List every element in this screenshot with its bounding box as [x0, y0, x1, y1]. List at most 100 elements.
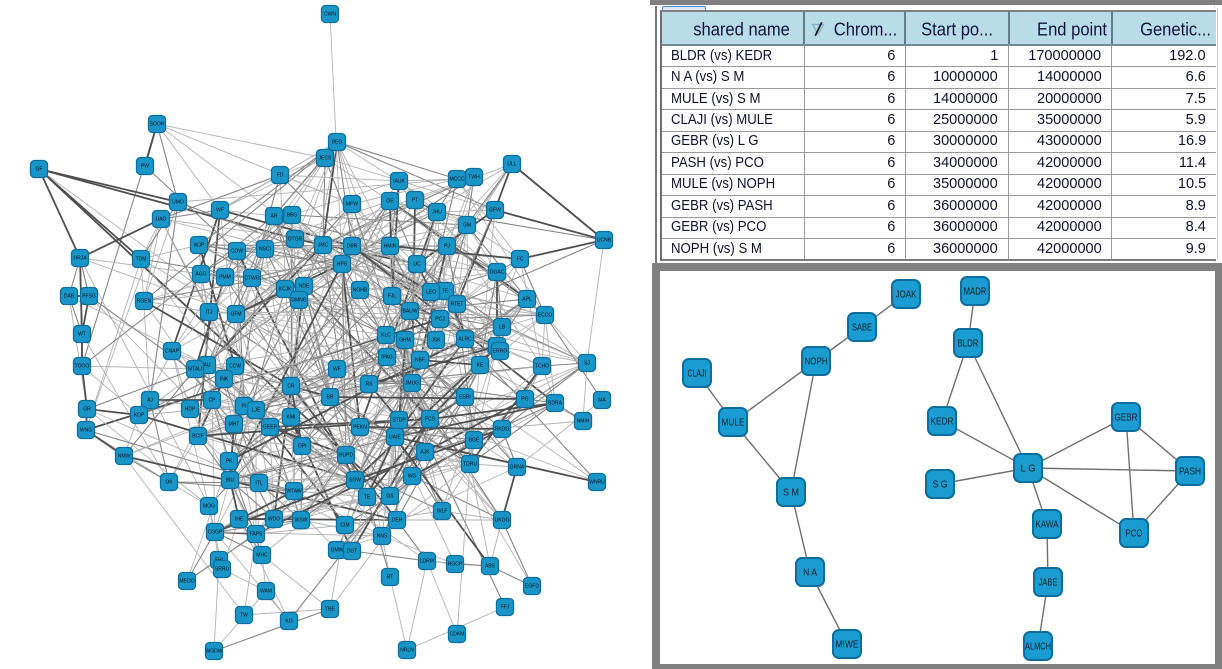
- svg-text:PCJ: PCJ: [435, 317, 445, 323]
- svg-text:ALMCH: ALMCH: [1025, 642, 1051, 653]
- svg-text:MCCC: MCCC: [450, 177, 465, 183]
- svg-text:MTAU: MTAU: [188, 367, 202, 373]
- svg-text:UAIE: UAIE: [389, 435, 401, 441]
- svg-text:OK: OK: [165, 480, 173, 486]
- svg-text:CP: CP: [209, 398, 217, 404]
- svg-text:MHC: MHC: [256, 553, 268, 559]
- svg-text:BLDR: BLDR: [958, 339, 979, 350]
- svg-text:IPAG: IPAG: [381, 355, 393, 361]
- svg-text:RKDG: RKDG: [495, 427, 510, 433]
- svg-text:IAUK: IAUK: [393, 179, 405, 185]
- svg-text:BAUW: BAUW: [403, 309, 418, 315]
- svg-text:RT: RT: [387, 575, 394, 581]
- svg-text:NRLN: NRLN: [400, 648, 414, 654]
- svg-text:MEOO: MEOO: [179, 579, 194, 585]
- svg-text:BCIF: BCIF: [192, 434, 203, 440]
- svg-text:FD: FD: [277, 173, 284, 179]
- svg-text:FC: FC: [517, 257, 524, 263]
- svg-text:SGW: SGW: [349, 478, 361, 484]
- svg-text:AR: AR: [271, 214, 278, 220]
- svg-text:BBG: BBG: [287, 213, 298, 219]
- svg-text:MFW: MFW: [346, 202, 358, 208]
- svg-text:WDO: WDO: [268, 517, 280, 523]
- svg-text:RGEN: RGEN: [137, 299, 152, 305]
- svg-text:MOG: MOG: [203, 504, 215, 510]
- svg-text:S G: S G: [933, 480, 948, 491]
- svg-text:PASH: PASH: [1179, 467, 1201, 478]
- svg-text:PJ: PJ: [444, 244, 450, 250]
- svg-text:JABE: JABE: [1039, 578, 1058, 589]
- svg-text:CCW: CCW: [229, 364, 241, 370]
- svg-text:PFSG: PFSG: [82, 294, 96, 300]
- svg-text:BR: BR: [327, 395, 334, 401]
- svg-text:AU: AU: [204, 363, 211, 369]
- svg-text:WAM: WAM: [260, 589, 272, 595]
- svg-text:GGAC: GGAC: [490, 270, 505, 276]
- svg-text:RGCP: RGCP: [448, 562, 463, 568]
- svg-text:CIM: CIM: [340, 523, 349, 529]
- svg-text:MA: MA: [598, 398, 606, 404]
- svg-text:WJP: WJP: [194, 243, 205, 249]
- svg-text:ERRO: ERRO: [493, 349, 508, 355]
- svg-text:SDRA: SDRA: [548, 401, 563, 407]
- svg-text:UCNB: UCNB: [597, 238, 612, 244]
- svg-text:FFJ: FFJ: [501, 605, 510, 611]
- svg-text:UC: UC: [413, 262, 421, 268]
- svg-text:TDRU: TDRU: [463, 462, 477, 468]
- svg-text:FCS: FCS: [425, 417, 436, 423]
- svg-text:MADR: MADR: [964, 287, 987, 298]
- svg-text:TOOO: TOOO: [75, 364, 90, 370]
- svg-text:PG: PG: [521, 397, 528, 403]
- svg-text:OPI: OPI: [298, 444, 307, 450]
- svg-text:GFM: GFM: [230, 312, 241, 318]
- svg-text:JMC: JMC: [318, 243, 329, 249]
- svg-text:GR: GR: [83, 407, 91, 413]
- svg-text:COW: COW: [231, 249, 244, 255]
- svg-text:SOOR: SOOR: [150, 122, 165, 128]
- svg-text:WNRU: WNRU: [589, 480, 605, 486]
- svg-text:PW: PW: [141, 164, 149, 170]
- svg-text:OE: OE: [386, 199, 394, 205]
- svg-text:STDP: STDP: [392, 418, 406, 424]
- svg-text:APL: APL: [522, 297, 532, 303]
- svg-text:IHE: IHE: [235, 517, 244, 523]
- svg-text:PI: PI: [242, 404, 247, 410]
- svg-text:CNAP: CNAP: [165, 349, 180, 355]
- svg-text:ECCO: ECCO: [538, 313, 553, 319]
- svg-text:JECS: JECS: [319, 156, 332, 162]
- svg-text:UKGG: UKGG: [495, 518, 510, 524]
- svg-text:AJ: AJ: [147, 398, 153, 404]
- svg-text:WT: WT: [78, 332, 86, 338]
- svg-text:JMUG: JMUG: [405, 381, 419, 387]
- svg-text:DMNG: DMNG: [291, 298, 306, 304]
- svg-text:GEEP: GEEP: [263, 425, 278, 431]
- svg-text:S M: S M: [783, 488, 799, 499]
- svg-text:OTGR: OTGR: [288, 237, 303, 243]
- svg-text:NOHB: NOHB: [353, 288, 368, 294]
- svg-text:GFW: GFW: [489, 208, 501, 214]
- svg-text:EGFD: EGFD: [525, 584, 539, 590]
- svg-text:KOP: KOP: [134, 413, 145, 419]
- svg-text:GF: GF: [36, 167, 43, 173]
- svg-text:NNS: NNS: [377, 534, 388, 540]
- svg-text:WTAW: WTAW: [286, 489, 302, 495]
- svg-text:SABE: SABE: [852, 323, 872, 334]
- svg-text:JOAK: JOAK: [896, 290, 917, 301]
- svg-text:PEKN: PEKN: [353, 425, 367, 431]
- svg-text:WSW: WSW: [295, 518, 308, 524]
- svg-text:KLC: KLC: [381, 333, 391, 339]
- svg-text:ULL: ULL: [507, 162, 516, 168]
- svg-text:DGT: DGT: [347, 549, 358, 555]
- svg-text:AJK: AJK: [420, 450, 430, 456]
- svg-text:TWH: TWH: [468, 175, 480, 181]
- svg-text:DEH: DEH: [392, 518, 403, 524]
- svg-text:LEO: LEO: [426, 290, 436, 296]
- svg-text:WF: WF: [216, 208, 224, 214]
- svg-text:HPS: HPS: [337, 262, 348, 268]
- svg-text:PT: PT: [412, 198, 418, 204]
- svg-text:CDKM: CDKM: [450, 632, 465, 638]
- svg-text:CGGP: CGGP: [208, 530, 223, 536]
- svg-text:L G: L G: [1021, 464, 1036, 475]
- svg-text:TE: TE: [364, 495, 371, 501]
- svg-text:TDM: TDM: [136, 257, 147, 263]
